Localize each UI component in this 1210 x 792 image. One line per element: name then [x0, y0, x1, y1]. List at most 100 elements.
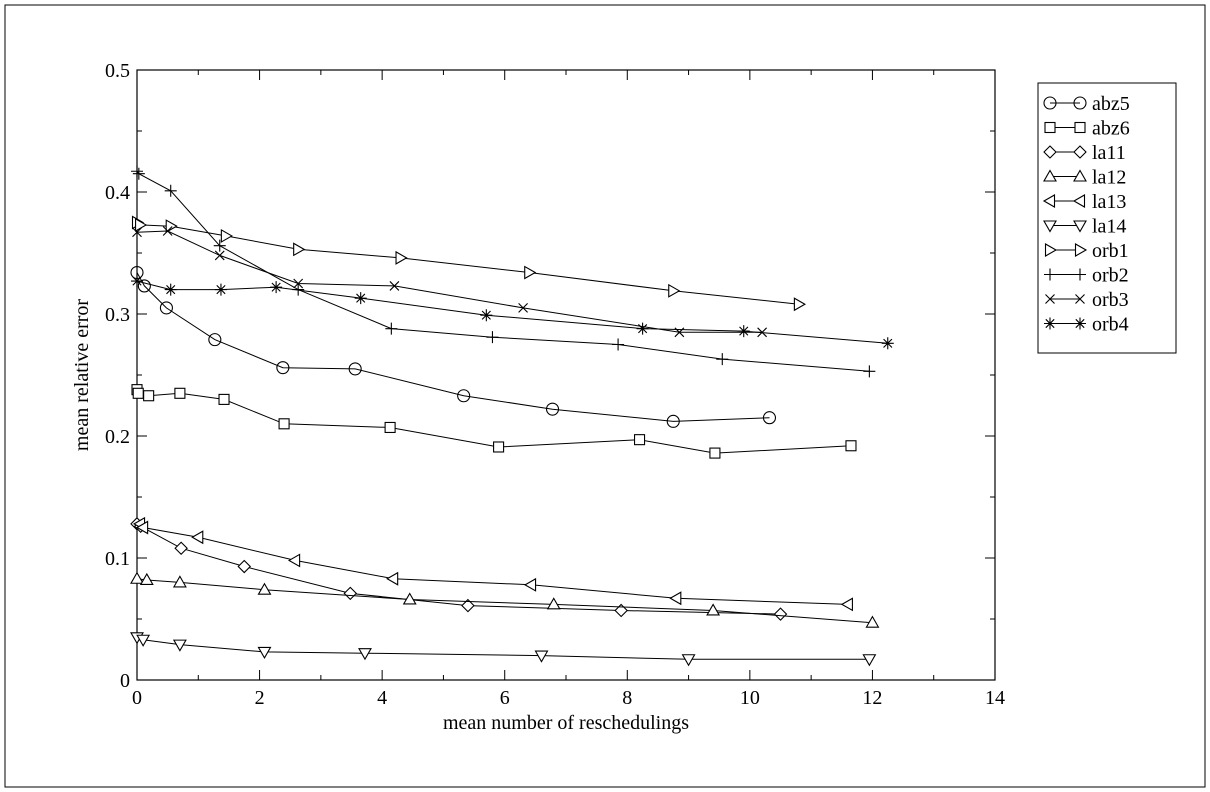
data-point	[1044, 121, 1056, 134]
data-point	[270, 281, 283, 294]
series-line	[136, 171, 870, 372]
data-point	[139, 572, 154, 586]
data-point	[461, 598, 475, 613]
x-axis-label: mean number of reschedulings	[443, 712, 689, 734]
data-point	[863, 365, 876, 378]
data-point	[278, 418, 290, 430]
data-point	[1044, 268, 1056, 281]
series-abz6	[131, 384, 857, 459]
data-point	[1043, 96, 1057, 110]
legend-item-orb1: orb1	[1044, 240, 1129, 262]
legend-item-la14: la14	[1043, 216, 1126, 238]
data-point	[668, 283, 681, 298]
data-point	[143, 390, 155, 402]
y-tick-label: 0.2	[105, 426, 130, 448]
y-tick-label: 0.5	[105, 60, 130, 82]
data-point	[136, 520, 149, 535]
series-la11	[130, 517, 788, 621]
data-point	[1044, 243, 1058, 257]
data-point	[348, 362, 362, 376]
legend-label: orb1	[1092, 240, 1129, 262]
data-point	[1075, 294, 1085, 304]
legend-item-la13: la13	[1042, 191, 1126, 213]
data-point	[159, 301, 173, 315]
y-tick-label: 0	[120, 670, 130, 692]
series-abz5	[130, 265, 777, 428]
data-point	[1074, 121, 1086, 134]
data-point	[614, 603, 628, 618]
data-point	[1072, 194, 1086, 208]
data-point	[293, 278, 304, 289]
data-point	[706, 603, 721, 616]
legend-label: orb4	[1092, 314, 1129, 336]
data-point	[1043, 220, 1057, 233]
data-point	[1073, 169, 1087, 182]
x-axis: 0 2 4 6 8 10 12 14	[132, 70, 1005, 709]
data-point	[257, 646, 272, 660]
series-la13	[132, 516, 853, 612]
legend-item-la12: la12	[1043, 167, 1126, 189]
data-point	[709, 447, 721, 459]
series-line	[136, 636, 870, 660]
data-point	[389, 281, 400, 291]
data-point	[881, 337, 894, 350]
data-point	[1074, 243, 1088, 257]
legend-label: la11	[1092, 142, 1126, 164]
data-point	[191, 530, 204, 545]
series-orb3	[132, 226, 768, 338]
legend-item-orb2: orb2	[1044, 265, 1129, 287]
x-tick-label: 0	[132, 687, 142, 709]
series-line	[136, 578, 873, 624]
data-point	[1073, 220, 1087, 233]
y-tick-label: 0.4	[105, 182, 130, 204]
data-point	[162, 226, 173, 236]
data-point	[288, 553, 301, 568]
data-point	[257, 582, 272, 595]
data-point	[172, 575, 187, 588]
data-point	[1073, 145, 1087, 159]
data-point	[130, 571, 144, 584]
data-point	[493, 441, 505, 453]
data-point	[845, 440, 857, 452]
y-tick-label: 0.1	[105, 548, 130, 570]
data-point	[131, 165, 143, 178]
legend-label: la14	[1092, 216, 1126, 238]
data-point	[762, 411, 777, 425]
data-point	[666, 414, 680, 428]
data-point	[136, 634, 151, 647]
legend-item-orb4: orb4	[1044, 314, 1129, 336]
data-point	[132, 167, 145, 180]
x-tick-label: 4	[377, 687, 387, 709]
legend-label: abz5	[1092, 93, 1130, 115]
data-point	[534, 650, 549, 663]
series-line	[136, 523, 781, 615]
data-point	[214, 250, 225, 261]
data-point	[214, 283, 227, 296]
data-point	[793, 297, 806, 312]
data-point	[1073, 96, 1087, 110]
data-point	[395, 250, 408, 265]
data-point	[293, 242, 306, 257]
data-point	[218, 393, 230, 405]
series-la14	[130, 632, 877, 667]
data-point	[457, 389, 471, 403]
legend-item-abz5: abz5	[1043, 93, 1130, 115]
data-point	[208, 333, 222, 347]
legend-item-abz6: abz6	[1044, 118, 1130, 140]
x-tick-label: 10	[740, 687, 760, 709]
data-point	[386, 571, 399, 586]
data-point	[612, 338, 625, 351]
data-point	[862, 654, 877, 667]
y-axis: 0 0.1 0.2 0.3 0.4 0.5	[105, 60, 995, 692]
data-point	[384, 421, 396, 434]
data-point	[773, 607, 788, 621]
data-point	[164, 283, 177, 296]
data-point	[840, 597, 853, 612]
data-point	[131, 275, 143, 288]
y-tick-label: 0.3	[105, 304, 130, 326]
series-line	[136, 280, 888, 344]
legend-label: orb2	[1092, 265, 1129, 287]
series-line	[136, 272, 770, 422]
